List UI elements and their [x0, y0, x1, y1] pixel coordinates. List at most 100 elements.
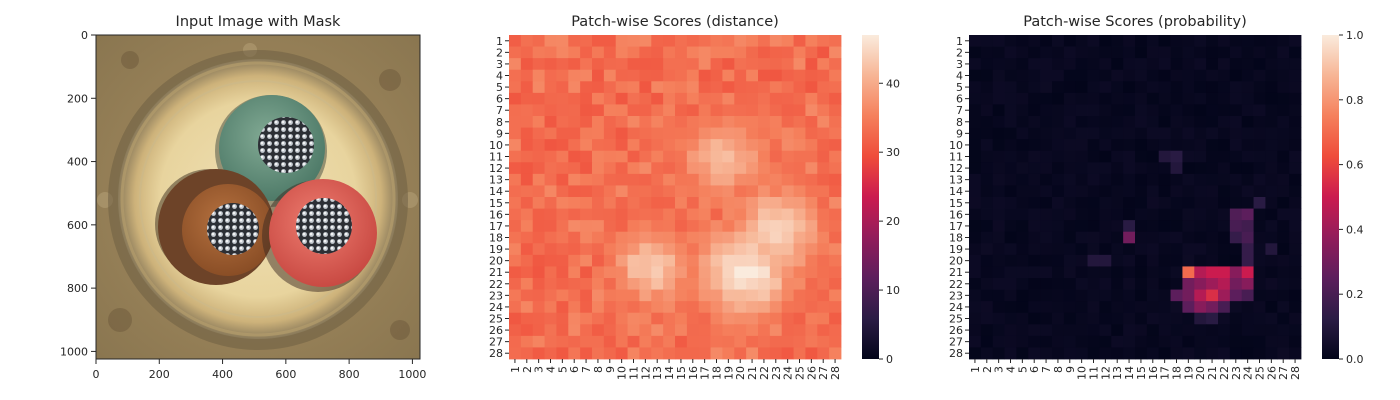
- heatmap-cell: [781, 289, 794, 302]
- heatmap-cell: [1111, 104, 1124, 117]
- colorbar-tick-label: 1.0: [1346, 29, 1364, 42]
- heatmap-cell: [509, 162, 522, 175]
- heatmap-cell: [592, 104, 605, 117]
- heatmap-cell: [1218, 69, 1231, 82]
- heatmap-cell: [746, 127, 759, 140]
- heatmap-cell: [1075, 69, 1088, 82]
- heatmap-cell: [1253, 289, 1266, 302]
- heatmap-cell: [1135, 347, 1148, 360]
- heatmap-cell: [568, 289, 581, 302]
- heatmap-cell: [1087, 254, 1100, 267]
- col-tick-label: 10: [616, 366, 629, 380]
- heatmap-cell: [1052, 185, 1065, 198]
- heatmap-cell: [651, 139, 664, 152]
- heatmap-cell: [698, 289, 711, 302]
- heatmap-cell: [544, 46, 557, 59]
- heatmap-cell: [544, 116, 557, 128]
- heatmap-cell: [1265, 58, 1278, 71]
- heatmap-cell: [592, 312, 605, 325]
- heatmap-cell: [556, 127, 569, 140]
- heatmap-cell: [793, 301, 806, 314]
- heatmap-cell: [698, 35, 711, 47]
- heatmap-cell: [992, 58, 1005, 71]
- heatmap-cell: [627, 69, 640, 82]
- heatmap-cell: [1146, 35, 1160, 47]
- heatmap-cell: [1099, 231, 1112, 244]
- heatmap-cell: [1218, 127, 1231, 140]
- col-tick-label: 22: [1218, 366, 1231, 380]
- heatmap-cell: [1099, 104, 1112, 117]
- heatmap-cell: [817, 254, 830, 267]
- heatmap-cell: [1289, 266, 1302, 279]
- heatmap-cell: [651, 116, 664, 128]
- heatmap-cell: [1241, 312, 1254, 325]
- heatmap-cell: [1277, 324, 1290, 337]
- heatmap-cell: [1016, 266, 1029, 279]
- heatmap-cell: [969, 254, 982, 267]
- heatmap-cell: [734, 243, 747, 256]
- heatmap-cell: [781, 324, 794, 337]
- heatmap-cell: [980, 301, 994, 314]
- heatmap-cell: [980, 81, 994, 94]
- probability-colorbar-ticks: 0.00.20.40.60.81.0: [1339, 29, 1364, 366]
- heatmap-cell: [627, 185, 640, 198]
- heatmap-cell: [639, 220, 652, 233]
- heatmap-cell: [509, 231, 522, 244]
- heatmap-cell: [663, 69, 676, 82]
- heatmap-cell: [1075, 254, 1088, 267]
- heatmap-cell: [1218, 220, 1231, 233]
- heatmap-cell: [615, 58, 628, 71]
- heatmap-cell: [698, 254, 711, 267]
- heatmap-cell: [769, 81, 783, 94]
- heatmap-cell: [969, 104, 982, 117]
- heatmap-cell: [1087, 139, 1100, 152]
- heatmap-cell: [544, 254, 557, 267]
- heatmap-cell: [1075, 185, 1088, 198]
- heatmap-cell: [1289, 58, 1302, 71]
- heatmap-cell: [980, 243, 994, 256]
- heatmap-cell: [1111, 243, 1124, 256]
- heatmap-cell: [1135, 173, 1148, 186]
- heatmap-cell: [992, 254, 1005, 267]
- heatmap-cell: [520, 301, 534, 314]
- heatmap-cell: [686, 278, 700, 290]
- heatmap-cell: [544, 324, 557, 337]
- heatmap-cell: [651, 231, 664, 244]
- heatmap-cell: [829, 58, 842, 71]
- heatmap-cell: [781, 185, 794, 198]
- heatmap-cell: [1253, 347, 1266, 360]
- heatmap-cell: [544, 197, 557, 209]
- heatmap-cell: [1123, 150, 1136, 163]
- heatmap-cell: [615, 173, 628, 186]
- heatmap-cell: [1099, 69, 1112, 82]
- heatmap-cell: [568, 220, 581, 233]
- heatmap-cell: [603, 231, 617, 244]
- heatmap-cell: [980, 116, 994, 128]
- heatmap-cell: [580, 46, 593, 59]
- heatmap-cell: [969, 197, 982, 209]
- heatmap-cell: [1218, 81, 1231, 94]
- heatmap-cell: [639, 289, 652, 302]
- heatmap-cell: [1289, 197, 1302, 209]
- heatmap-cell: [969, 208, 982, 221]
- col-tick-label: 16: [1147, 366, 1160, 380]
- heatmap-cell: [746, 173, 759, 186]
- heatmap-cell: [1087, 243, 1100, 256]
- heatmap-cell: [1265, 35, 1278, 47]
- heatmap-cell: [698, 208, 711, 221]
- row-tick-label: 27: [949, 336, 963, 349]
- heatmap-cell: [1123, 92, 1136, 105]
- heatmap-cell: [1052, 231, 1065, 244]
- heatmap-cell: [639, 301, 652, 314]
- heatmap-cell: [1158, 185, 1171, 198]
- heatmap-cell: [651, 243, 664, 256]
- heatmap-cell: [603, 127, 617, 140]
- heatmap-cell: [992, 116, 1005, 128]
- heatmap-cell: [1146, 243, 1160, 256]
- heatmap-cell: [980, 46, 994, 59]
- heatmap-cell: [969, 69, 982, 82]
- heatmap-cell: [1016, 208, 1029, 221]
- heatmap-cell: [627, 197, 640, 209]
- heatmap-cell: [722, 139, 735, 152]
